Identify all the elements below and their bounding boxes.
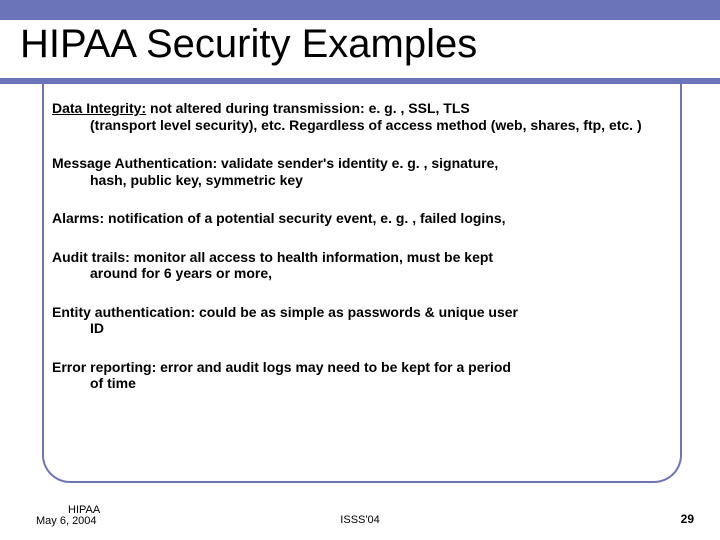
- item-text: not altered during transmission: e. g. ,…: [146, 100, 470, 116]
- item-text: monitor all access to health information…: [130, 249, 493, 265]
- top-accent-bar: [0, 0, 720, 20]
- item-hang: hash, public key, symmetric key: [52, 172, 672, 189]
- item-term: Alarms:: [52, 210, 104, 226]
- title-underline: [0, 78, 720, 84]
- content-area: Data Integrity: not altered during trans…: [52, 100, 672, 414]
- item-text: notification of a potential security eve…: [104, 210, 505, 226]
- list-item: Message Authentication: validate sender'…: [52, 155, 672, 188]
- item-term: Error reporting:: [52, 359, 156, 375]
- footer-center: ISSS'04: [340, 514, 379, 526]
- item-term: Entity authentication:: [52, 304, 195, 320]
- footer-left-bottom: May 6, 2004: [36, 515, 97, 527]
- item-term: Audit trails:: [52, 249, 130, 265]
- footer-page-number: 29: [681, 512, 694, 526]
- list-item: Error reporting: error and audit logs ma…: [52, 359, 672, 392]
- item-hang: of time: [52, 375, 672, 392]
- list-item: Alarms: notification of a potential secu…: [52, 210, 672, 227]
- list-item: Data Integrity: not altered during trans…: [52, 100, 672, 133]
- item-term: Message Authentication:: [52, 155, 217, 171]
- slide-title: HIPAA Security Examples: [20, 22, 477, 67]
- footer-left: HIPAA May 6, 2004: [36, 505, 97, 528]
- footer-left-top: HIPAA: [68, 504, 100, 516]
- item-hang: (transport level security), etc. Regardl…: [52, 117, 672, 134]
- list-item: Entity authentication: could be as simpl…: [52, 304, 672, 337]
- item-hang: ID: [52, 320, 672, 337]
- slide: HIPAA Security Examples Data Integrity: …: [0, 0, 720, 540]
- item-text: validate sender's identity e. g. , signa…: [217, 155, 498, 171]
- item-text: error and audit logs may need to be kept…: [156, 359, 511, 375]
- list-item: Audit trails: monitor all access to heal…: [52, 249, 672, 282]
- item-text: could be as simple as passwords & unique…: [195, 304, 518, 320]
- item-hang: around for 6 years or more,: [52, 265, 672, 282]
- item-term: Data Integrity:: [52, 100, 146, 116]
